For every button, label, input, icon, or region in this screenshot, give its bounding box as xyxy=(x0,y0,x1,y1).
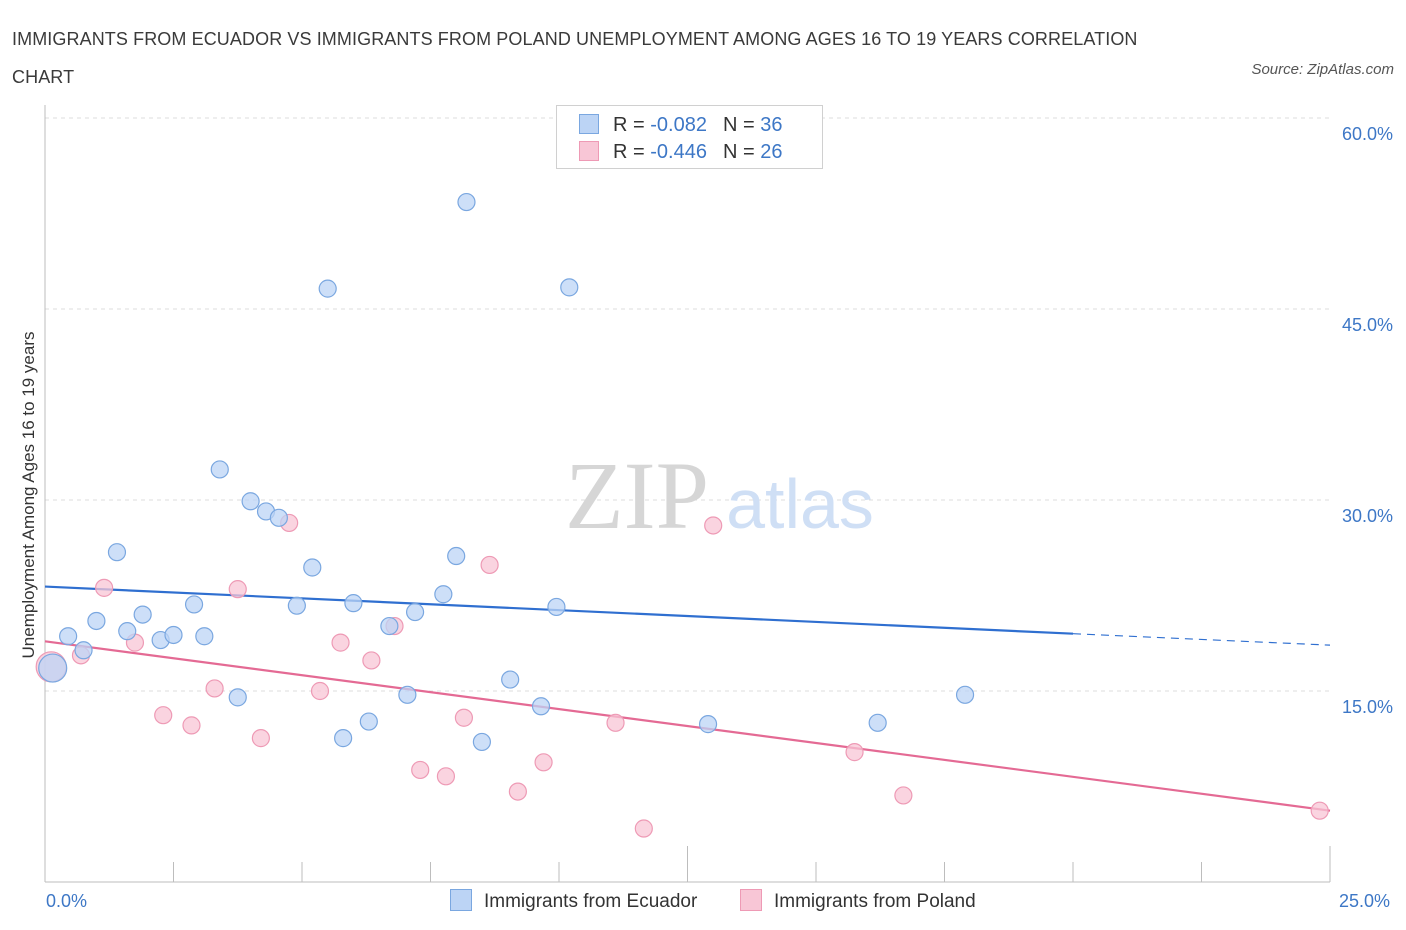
poland-r-label: R = xyxy=(613,141,651,163)
poland-point xyxy=(310,681,330,701)
ecuador-point xyxy=(133,605,152,624)
ecuador-point xyxy=(560,278,579,297)
ecuador-n-value: 36 xyxy=(760,114,783,136)
ecuador-point xyxy=(457,192,476,212)
ecuador-swatch-icon xyxy=(579,114,599,134)
bottom-legend-poland: Immigrants from Poland xyxy=(740,889,976,913)
poland-point xyxy=(251,729,270,748)
ecuador-point xyxy=(87,611,106,631)
bottom-legend-ecuador: Immigrants from Ecuador xyxy=(450,889,697,913)
chart-title: IMMIGRANTS FROM ECUADOR VS IMMIGRANTS FR… xyxy=(12,29,1138,87)
ecuador-point xyxy=(269,508,288,527)
ecuador-r-label: R = xyxy=(613,114,651,136)
y-axis-label: Unemployment Among Ages 16 to 19 years xyxy=(19,331,38,659)
ecuador-point xyxy=(74,641,93,660)
ecuador-point xyxy=(334,729,353,748)
watermark-atlas: atlas xyxy=(726,465,874,543)
ecuador-point xyxy=(547,597,566,617)
ecuador-n-label: N = xyxy=(722,114,761,136)
ecuador-point xyxy=(380,616,399,636)
ecuador-point xyxy=(955,685,975,704)
poland-legend-label: Immigrants from Poland xyxy=(774,891,976,912)
poland-point xyxy=(894,786,913,805)
ecuador-point xyxy=(195,627,214,646)
ecuador-point xyxy=(228,688,247,707)
legend-row-poland: R = -0.446 N = 26 xyxy=(579,139,782,165)
ecuador-point xyxy=(184,595,204,614)
ecuador-point xyxy=(344,594,363,613)
legend-row-ecuador: R = -0.082 N = 36 xyxy=(579,112,782,138)
ecuador-point xyxy=(405,602,425,622)
y-tick-label: 60.0% xyxy=(1341,124,1393,144)
ecuador-point xyxy=(698,715,718,734)
gridlines xyxy=(45,117,1330,692)
ecuador-point xyxy=(359,712,378,731)
ecuador-legend-icon xyxy=(450,889,472,911)
data-points xyxy=(35,192,1329,838)
poland-point xyxy=(436,767,456,786)
y-tick-label: 45.0% xyxy=(1341,315,1393,335)
ecuador-point xyxy=(107,543,127,562)
poland-point xyxy=(508,782,527,801)
ecuador-point xyxy=(472,732,491,752)
poland-point xyxy=(154,706,173,725)
poland-point xyxy=(411,760,430,780)
ecuador-point xyxy=(447,546,466,566)
correlation-legend: R = -0.082 N = 36 R = -0.446 N = 26 xyxy=(556,105,823,169)
ecuador-point xyxy=(118,622,137,641)
poland-point xyxy=(228,580,247,599)
watermark-zip: ZIP xyxy=(565,442,709,549)
ecuador-point xyxy=(241,492,260,511)
poland-point xyxy=(362,651,381,670)
watermark: ZIP atlas xyxy=(565,442,874,549)
ecuador-point xyxy=(398,685,417,704)
x-tick-label-min: 0.0% xyxy=(46,891,88,911)
poland-point xyxy=(704,516,723,535)
poland-n-label: N = xyxy=(722,141,761,163)
x-tick-label-max: 25.0% xyxy=(1339,891,1391,911)
ecuador-point xyxy=(287,596,306,615)
source-label: Source: ZipAtlas.com xyxy=(1251,61,1394,78)
ecuador-point xyxy=(303,558,322,577)
ecuador-point xyxy=(868,713,887,732)
poland-point xyxy=(606,713,625,732)
ecuador-trend-extension xyxy=(1072,633,1331,646)
ecuador-point xyxy=(434,585,453,604)
ecuador-point xyxy=(531,697,551,716)
poland-point xyxy=(845,743,864,762)
poland-trend-line xyxy=(44,640,1331,812)
ecuador-point xyxy=(210,460,229,479)
poland-point xyxy=(331,633,350,652)
poland-r-value: -0.446 xyxy=(650,141,707,163)
ecuador-point xyxy=(59,627,78,646)
poland-point xyxy=(205,679,224,698)
poland-point xyxy=(480,555,499,575)
y-tick-label: 30.0% xyxy=(1341,506,1393,526)
poland-n-value: 26 xyxy=(760,141,783,163)
ecuador-point xyxy=(164,625,183,645)
poland-legend-icon xyxy=(740,889,762,911)
poland-point xyxy=(182,716,201,735)
poland-point xyxy=(534,753,553,772)
ecuador-r-value: -0.082 xyxy=(650,114,707,136)
poland-point xyxy=(634,819,653,838)
ecuador-point xyxy=(318,279,337,298)
poland-point xyxy=(454,708,474,727)
poland-swatch-icon xyxy=(579,141,599,161)
poland-point xyxy=(95,578,114,597)
ecuador-legend-label: Immigrants from Ecuador xyxy=(484,891,698,912)
ecuador-point xyxy=(501,670,520,689)
ecuador-point xyxy=(38,653,68,683)
poland-point xyxy=(1310,801,1329,820)
y-tick-label: 15.0% xyxy=(1341,697,1393,717)
axes xyxy=(44,105,1331,883)
